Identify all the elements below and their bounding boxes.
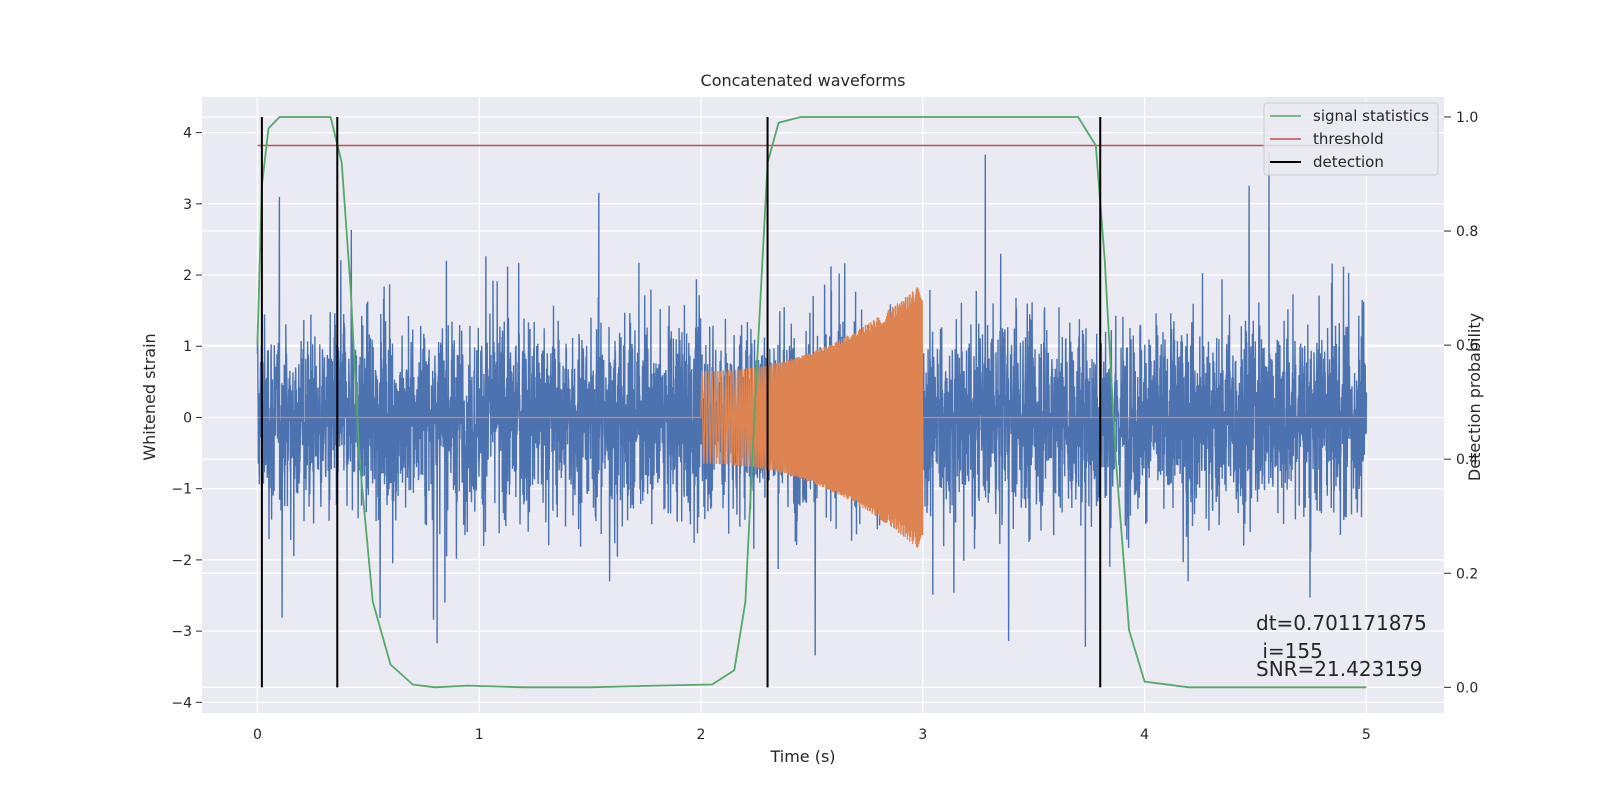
- legend: signal statistics threshold detection: [1263, 102, 1439, 176]
- y-tick-label: 2: [183, 268, 192, 284]
- right-y-tick-label: 0.2: [1456, 566, 1478, 582]
- right-y-tick-label: 0.0: [1456, 680, 1478, 696]
- y-tick-label: 3: [183, 197, 192, 213]
- legend-label-threshold: threshold: [1313, 130, 1384, 148]
- y-tick-label: 1: [183, 339, 192, 355]
- injected-chirp-line: [257, 287, 1367, 548]
- axes: 0 1 2 3 4 5 −4 −3 −2 −1 0 1 2 3 4 0.0 0.2 0.4 0.6 0.8 1.0: [171, 110, 1478, 743]
- annotation-index: i=155: [1256, 639, 1323, 663]
- legend-box: [1263, 102, 1439, 176]
- annotation-snr: SNR=21.423159: [1256, 657, 1422, 681]
- right-y-tick-label: 0.4: [1456, 452, 1478, 468]
- right-y-tick-label: 0.6: [1456, 338, 1478, 354]
- legend-label-detection: detection: [1313, 153, 1384, 171]
- x-tick-label: 3: [918, 727, 927, 743]
- y-axis-label: Whitened strain: [140, 333, 159, 460]
- y-tick-label: −1: [171, 482, 192, 498]
- annotation-dt: dt=0.701171875: [1256, 611, 1427, 635]
- x-tick-label: 2: [697, 727, 706, 743]
- y-tick-label: 4: [183, 126, 192, 142]
- x-tick-label: 4: [1140, 727, 1149, 743]
- legend-label-signal-statistics: signal statistics: [1313, 107, 1429, 125]
- y-tick-label: 0: [183, 410, 192, 426]
- right-y-tick-label: 1.0: [1456, 110, 1478, 126]
- x-tick-label: 0: [253, 727, 262, 743]
- signal-statistics-line: [256, 116, 1367, 689]
- right-y-tick-label: 0.8: [1456, 224, 1478, 240]
- y-tick-label: −2: [171, 553, 192, 569]
- plot-area: [256, 116, 1368, 689]
- x-tick-label: 1: [475, 727, 484, 743]
- x-axis-label: Time (s): [769, 747, 835, 766]
- y-tick-label: −3: [171, 624, 192, 640]
- y-tick-label: −4: [171, 695, 192, 711]
- right-y-axis-label: Detection probability: [1465, 313, 1484, 481]
- chart-title: Concatenated waveforms: [701, 71, 906, 90]
- x-tick-label: 5: [1362, 727, 1371, 743]
